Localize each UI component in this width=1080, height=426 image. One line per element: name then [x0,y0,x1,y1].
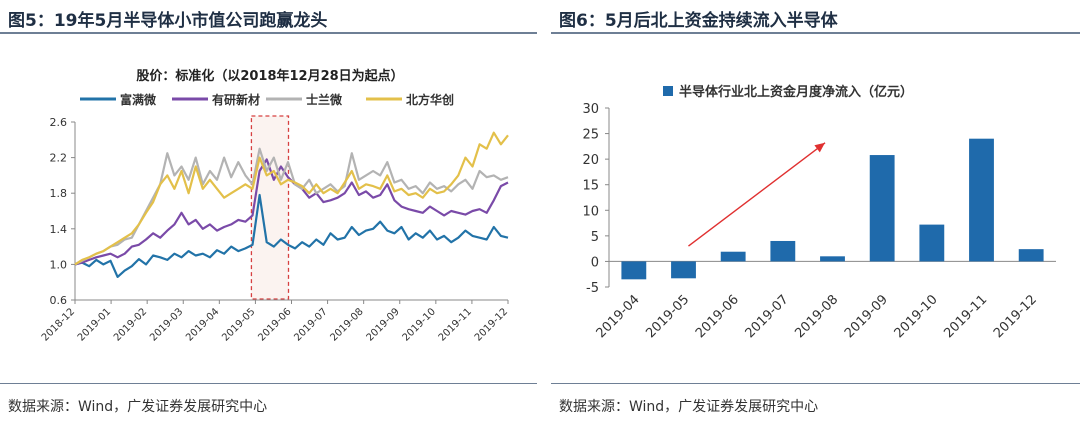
x-tick-label: 2019-04 [184,306,221,343]
series-line-1 [74,193,509,278]
right-figure-title: 图6：5月后北上资金持续流入半导体 [559,11,838,31]
x-tick-label: 2019-08 [792,292,841,341]
trend-arrow-line [688,142,826,247]
trend-arrow-head [814,142,825,153]
x-tick-label: 2019-09 [365,306,402,343]
right-source-note: 数据来源：Wind，广发证券发展研究中心 [559,399,819,415]
left-title-rule [0,32,537,34]
y-tick-label: 2.6 [50,116,68,129]
y-tick-label: 2.2 [50,152,68,165]
x-tick-label: 2019-02 [112,306,149,343]
left-figure-panel: 图5：19年5月半导体小市值公司跑赢龙头 股价：标准化（以2018年12月28日… [0,0,537,426]
x-tick-label: 2019-10 [892,292,941,341]
y-tick-label: 30 [582,102,599,117]
bar-2019-11 [969,138,994,262]
left-source-note: 数据来源：Wind，广发证券发展研究中心 [8,399,268,415]
x-tick-label: 2019-04 [594,292,643,341]
x-tick-label: 2019-10 [401,306,438,343]
legend-label-3: 士兰微 [306,92,343,107]
x-tick-label: 2019-12 [473,306,510,343]
left-source-rule [0,383,537,384]
y-tick-label: 25 [582,128,599,143]
right-source-rule [551,383,1080,384]
x-tick-label: 2019-07 [743,292,792,341]
bar-2019-12 [1018,249,1044,262]
x-tick-label: 2019-05 [643,292,692,341]
x-tick-label: 2018-12 [40,306,77,343]
y-tick-label: 10 [582,204,599,219]
legend-label: 半导体行业北上资金月度净流入（亿元） [679,84,913,100]
y-tick-label: 0 [591,255,599,270]
x-tick-label: 2019-08 [328,306,365,343]
series-line-3 [74,147,509,266]
bar-2019-04 [621,261,647,280]
legend-label-1: 富满微 [120,92,157,107]
x-tick-label: 2019-05 [220,306,257,343]
bar-2019-07 [770,240,796,262]
y-tick-label: 5 [591,230,599,245]
y-tick-label: 20 [582,153,599,168]
y-tick-label: 1.4 [50,223,68,236]
x-tick-label: 2019-06 [693,292,742,341]
x-tick-label: 2019-11 [941,292,990,341]
y-tick-label: 1.0 [50,258,68,271]
bar-2019-10 [919,224,945,262]
x-tick-label: 2019-09 [842,292,891,341]
x-tick-label: 2019-06 [256,306,293,343]
x-tick-label: 2019-11 [437,306,474,343]
y-tick-label: -5 [586,281,599,296]
bar-2019-09 [869,155,895,262]
y-tick-label: 15 [582,179,599,194]
y-tick-label: 0.6 [50,294,68,307]
right-title-rule [551,32,1080,34]
x-tick-label: 2019-12 [991,292,1040,341]
x-tick-label: 2019-01 [76,306,113,343]
chart-title: 股价：标准化（以2018年12月28日为起点） [136,68,403,84]
legend-label-4: 北方华创 [406,92,454,107]
series-line-4 [74,131,509,266]
bar-2019-05 [671,261,696,279]
bar-2019-06 [720,251,746,262]
legend-label-2: 有研新材 [212,92,260,107]
left-line-chart: 股价：标准化（以2018年12月28日为起点） 富满微 有研新材 士兰微 北方华创 0.6… [40,68,510,344]
x-tick-label: 2019-03 [148,306,185,343]
y-tick-label: 1.8 [50,187,68,200]
legend-swatch [663,86,673,96]
bar-2019-08 [820,256,845,262]
left-figure-title: 图5：19年5月半导体小市值公司跑赢龙头 [8,11,328,31]
x-tick-label: 2019-07 [292,306,329,343]
right-figure-panel: 图6：5月后北上资金持续流入半导体 半导体行业北上资金月度净流入（亿元） -5 0 5… [551,0,1080,426]
